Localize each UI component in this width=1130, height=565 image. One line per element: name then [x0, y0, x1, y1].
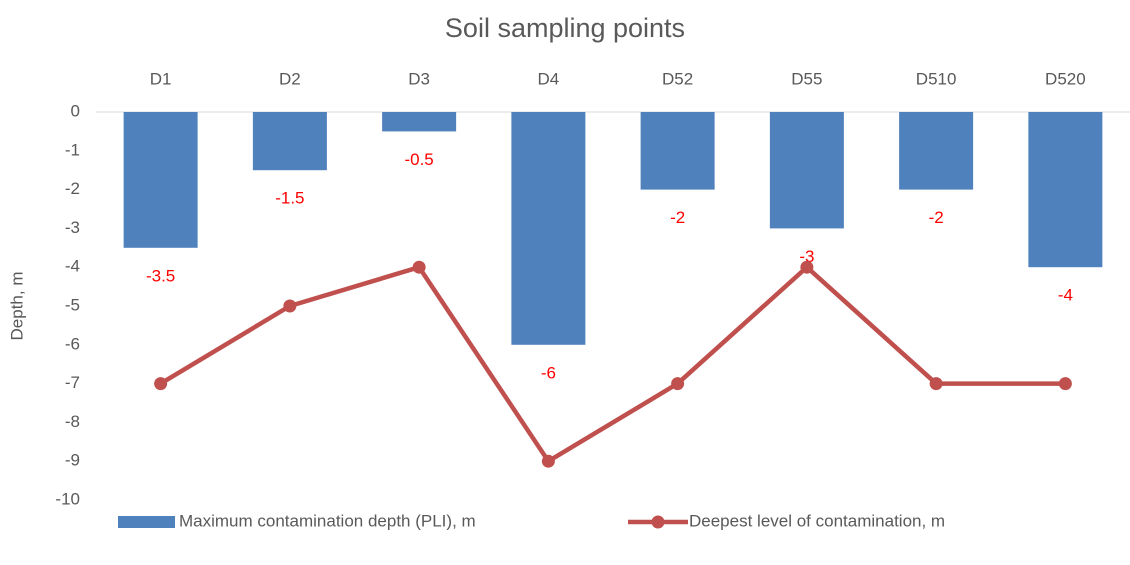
line-marker	[1058, 377, 1072, 391]
line	[159, 264, 1066, 464]
legend-marker	[651, 515, 665, 529]
line-marker	[412, 260, 426, 274]
bar	[640, 112, 715, 190]
line-marker	[154, 377, 168, 391]
legend-label: Deepest level of contamination, m	[689, 511, 945, 530]
data-label: -1.5	[275, 189, 304, 208]
bar	[899, 112, 974, 190]
data-label: -3.5	[146, 266, 175, 285]
line-marker	[929, 377, 943, 391]
x-tick-label: D2	[279, 69, 301, 88]
bar	[252, 112, 327, 171]
bar	[123, 112, 198, 248]
data-label: -6	[541, 363, 556, 382]
bar	[382, 112, 457, 132]
line-marker	[541, 454, 555, 468]
y-tick-label: -7	[65, 373, 80, 392]
x-tick-label: D510	[916, 69, 957, 88]
line-marker	[800, 260, 814, 274]
x-tick-label: D55	[791, 69, 822, 88]
data-label: -4	[1058, 286, 1073, 305]
y-tick-label: 0	[71, 101, 80, 120]
x-tick-label: D3	[408, 69, 430, 88]
y-tick-label: -3	[65, 218, 80, 237]
chart-title: Soil sampling points	[445, 13, 685, 43]
y-tick-label: -10	[55, 489, 80, 508]
x-tick-label: D52	[662, 69, 693, 88]
line-marker	[671, 377, 685, 391]
data-label: -0.5	[404, 150, 433, 169]
legend-label: Maximum contamination depth (PLI), m	[179, 511, 476, 530]
x-tick-label: D4	[538, 69, 560, 88]
y-tick-label: -1	[65, 140, 80, 159]
data-label: -2	[929, 208, 944, 227]
bar	[1028, 112, 1103, 268]
legend-swatch	[118, 516, 175, 528]
x-tick-label: D520	[1045, 69, 1086, 88]
y-tick-label: -8	[65, 412, 80, 431]
bar	[511, 112, 586, 345]
y-tick-label: -4	[65, 257, 80, 276]
y-axis-label: Depth, m	[7, 272, 26, 341]
bar	[769, 112, 844, 229]
y-tick-label: -2	[65, 179, 80, 198]
x-tick-label: D1	[150, 69, 172, 88]
y-tick-label: -5	[65, 295, 80, 314]
data-label: -3	[799, 247, 814, 266]
data-label: -2	[670, 208, 685, 227]
y-tick-label: -9	[65, 451, 80, 470]
y-tick-label: -6	[65, 334, 80, 353]
line-marker	[283, 299, 297, 313]
